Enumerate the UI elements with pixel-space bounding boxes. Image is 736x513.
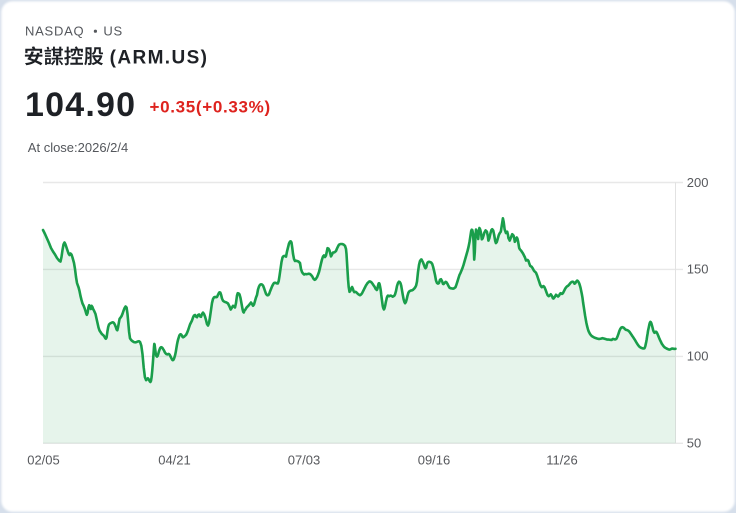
svg-text:200: 200 xyxy=(687,175,709,190)
svg-text:+0.35(+0.33%): +0.35(+0.33%) xyxy=(150,97,271,116)
svg-text:07/03: 07/03 xyxy=(288,453,321,468)
svg-text:104.90: 104.90 xyxy=(25,86,136,124)
svg-text:02/05: 02/05 xyxy=(27,453,60,468)
svg-text:09/16: 09/16 xyxy=(418,453,451,468)
svg-text:NASDAQ: NASDAQ xyxy=(25,24,84,39)
svg-text:US: US xyxy=(103,24,123,39)
svg-text:11/26: 11/26 xyxy=(546,453,578,468)
svg-text:04/21: 04/21 xyxy=(158,453,191,468)
svg-text:(ARM.US): (ARM.US) xyxy=(110,48,209,69)
svg-text:150: 150 xyxy=(687,262,709,277)
svg-text:At close:2026/2/4: At close:2026/2/4 xyxy=(28,140,128,155)
svg-text:100: 100 xyxy=(687,349,709,364)
svg-text:50: 50 xyxy=(687,436,701,451)
